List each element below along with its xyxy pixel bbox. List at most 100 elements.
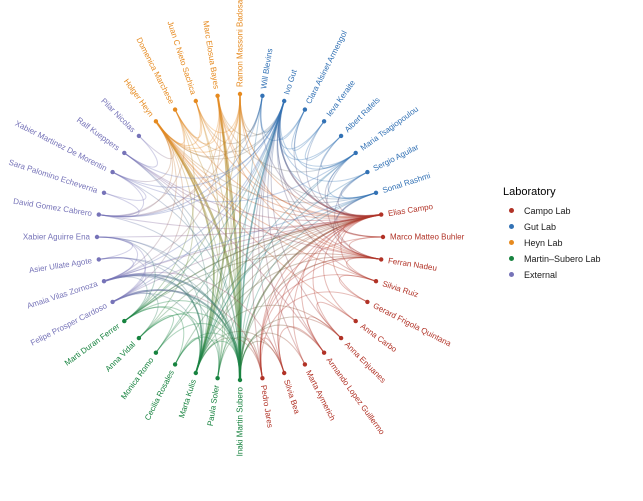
edge — [138, 120, 174, 160]
node-dot — [172, 362, 178, 367]
node-label: Albert Rafels — [343, 95, 382, 134]
node-dot — [101, 279, 107, 284]
legend-item-label: Martin–Subero Lab — [524, 253, 601, 264]
node-label: David Gomez Cabrero — [13, 197, 94, 218]
node-dot — [122, 150, 127, 156]
node-dot — [302, 362, 308, 367]
node-dot — [353, 318, 358, 324]
node-dot — [215, 93, 220, 99]
edge — [195, 304, 342, 374]
node-dot — [122, 318, 127, 324]
node-dot — [153, 119, 159, 124]
edge — [195, 256, 382, 374]
legend-item-gut-lab: Gut Lab — [503, 221, 601, 232]
node-label: Pilar Nicolas — [99, 96, 137, 134]
node-label: Ferran Nadeu — [387, 256, 437, 273]
node-dot — [215, 376, 220, 381]
node-dot — [282, 98, 287, 104]
legend-dot-icon — [509, 256, 514, 261]
node-dot — [379, 257, 384, 262]
edge — [112, 152, 357, 203]
edge — [103, 100, 285, 282]
node-label: Ieva Keraite — [325, 78, 358, 118]
node-layer: Ramon Massoni Badosa Will Blevins Ivo Gut C… — [8, 0, 465, 456]
node-dot — [110, 169, 115, 175]
node-dot — [193, 98, 198, 104]
edge — [112, 292, 201, 374]
edge — [260, 291, 368, 379]
edge — [155, 100, 201, 147]
node-label: Pedro Jares — [259, 384, 275, 428]
edge — [278, 100, 325, 150]
edge-bundle — [96, 93, 384, 381]
edge — [123, 152, 382, 260]
edge — [123, 152, 325, 354]
edge — [278, 326, 325, 374]
edge — [123, 100, 285, 179]
node-label: Cecilia Rosales — [143, 369, 176, 422]
node-dot — [321, 119, 327, 124]
node-dot — [172, 107, 178, 112]
node-dot — [380, 234, 386, 240]
node-label: Marc Elosua Bayes — [201, 20, 221, 89]
node-dot — [321, 350, 327, 355]
node-label: Marta Kulis — [177, 378, 198, 419]
legend-dot-icon — [509, 224, 514, 229]
edge — [195, 152, 357, 374]
node-label: Marco Matteo Buhler — [390, 233, 465, 242]
node-dot — [94, 234, 100, 240]
node-label: Sergio Aguilar — [372, 142, 421, 173]
node-label: Silvia Ruiz — [381, 279, 419, 299]
edge — [307, 316, 342, 354]
edge — [98, 257, 134, 282]
edge — [239, 152, 357, 381]
node-label: Anna Vidal — [104, 340, 138, 374]
legend-item-heyn-lab: Heyn Lab — [503, 238, 601, 248]
node-label: Holger Heyn — [122, 77, 155, 118]
node-dot — [353, 150, 358, 156]
legend-item-label: External — [524, 269, 558, 280]
edge — [98, 171, 144, 217]
edge — [304, 120, 342, 161]
edge — [155, 120, 357, 322]
legend-item-label: Campo Lab — [524, 205, 571, 216]
node-dot — [193, 370, 198, 376]
edge — [217, 95, 382, 260]
node-label: Xabier Aguirre Ena — [23, 233, 91, 242]
edge — [323, 214, 382, 322]
legend-dot-icon — [509, 272, 514, 277]
edge — [239, 324, 325, 381]
edge — [123, 135, 158, 168]
node-dot — [136, 335, 142, 341]
node-dot — [365, 299, 370, 305]
edge — [138, 314, 174, 354]
legend-item-label: Gut Lab — [524, 221, 557, 232]
node-dot — [373, 279, 379, 284]
edge — [291, 109, 325, 151]
edge — [292, 214, 382, 365]
edge — [123, 152, 382, 221]
edge — [155, 120, 377, 282]
edge — [123, 152, 209, 374]
node-label: Juan C Nieto Sachica — [165, 20, 198, 96]
edge — [155, 120, 382, 219]
node-label: Inaki Martin Subero — [236, 386, 245, 456]
node-label: Will Blevins — [259, 48, 274, 90]
legend-item-external: External — [503, 269, 601, 280]
legend-title: Laboratory — [503, 186, 556, 198]
legend-dot-icon — [509, 208, 514, 213]
node-dot — [365, 169, 370, 175]
edge — [103, 273, 147, 303]
legend: Laboratory Campo Lab Gut Lab Heyn Lab Ma… — [503, 186, 601, 286]
edge — [239, 257, 382, 381]
node-dot — [237, 377, 243, 383]
edge — [155, 120, 224, 379]
node-dot — [338, 335, 344, 341]
node-dot — [110, 299, 115, 305]
edge — [259, 236, 384, 379]
edge — [332, 214, 382, 303]
edge — [98, 257, 202, 374]
legend-item-campo-lab: Campo Lab — [503, 205, 601, 216]
edge — [96, 214, 382, 238]
